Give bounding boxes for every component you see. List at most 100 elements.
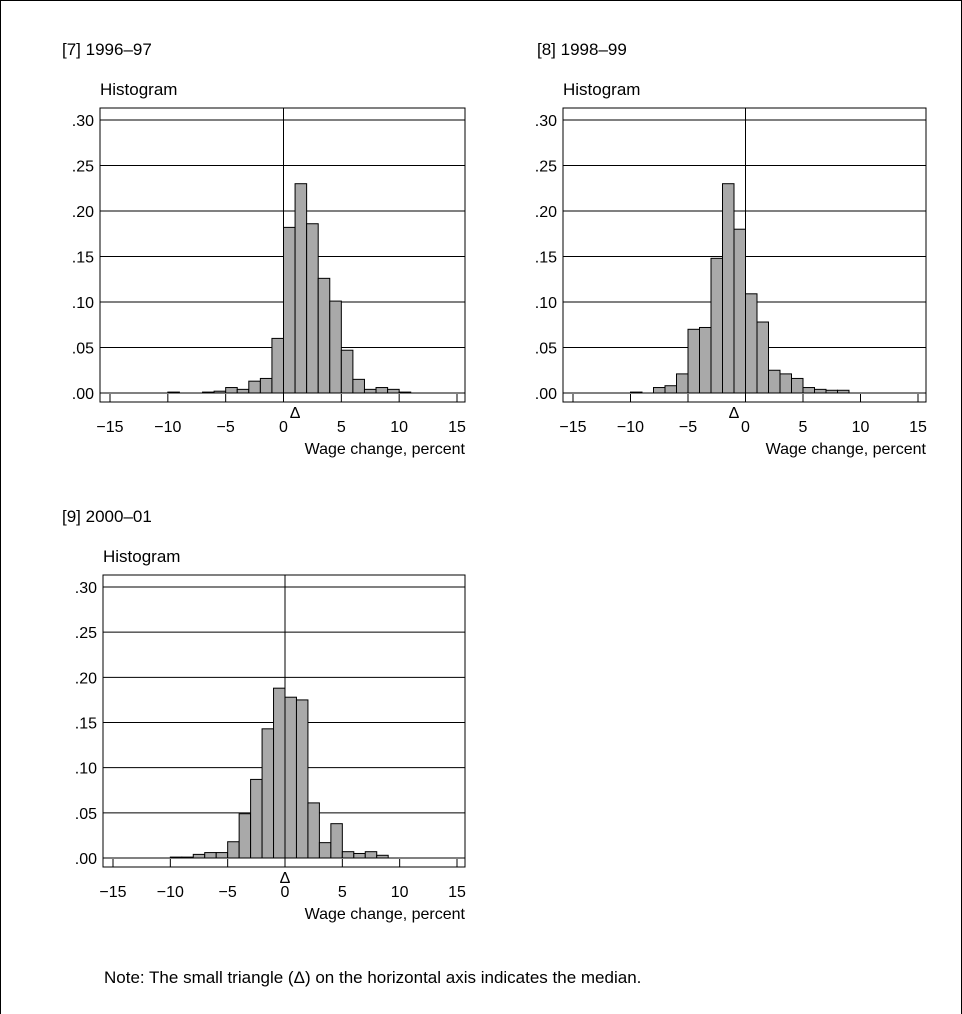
y-axis-label: Histogram [563, 80, 640, 99]
median-marker: Δ [729, 405, 740, 422]
x-tick-label: −10 [154, 419, 181, 436]
y-tick-label: .20 [75, 670, 97, 687]
y-tick-label: .20 [72, 204, 94, 221]
x-tick-label: 15 [448, 884, 466, 901]
x-axis-title: Wage change, percent [305, 906, 466, 923]
histogram-bar [250, 778, 263, 859]
x-tick-label: −15 [99, 884, 126, 901]
histogram-bar [215, 852, 229, 859]
histogram-bar [768, 369, 781, 394]
histogram-bar [204, 852, 217, 859]
y-tick-label: .30 [75, 580, 97, 597]
histogram-bar [271, 337, 284, 394]
histogram-bar [710, 257, 723, 394]
histogram-bar [329, 300, 342, 394]
y-tick-label: .20 [535, 204, 557, 221]
y-tick-label: .25 [535, 159, 557, 176]
histogram-bar [225, 387, 238, 394]
x-tick-label: −10 [617, 419, 644, 436]
x-tick-label: −15 [559, 419, 586, 436]
histogram-bar [791, 377, 804, 394]
histogram-bar [653, 387, 666, 394]
histogram-bar [341, 851, 355, 859]
histogram-bar [676, 373, 689, 394]
histogram-bar [630, 391, 643, 394]
x-tick-label: 10 [390, 419, 408, 436]
histogram-bar [307, 802, 320, 859]
median-marker: Δ [280, 870, 291, 887]
x-tick-label: 0 [281, 884, 290, 901]
y-tick-label: .10 [72, 295, 94, 312]
histogram-bar [376, 854, 389, 859]
y-tick-label: .00 [535, 386, 557, 403]
plot-frame [99, 107, 466, 403]
plot-frame [562, 107, 927, 403]
x-tick-label: −10 [157, 884, 184, 901]
panel-2: [8] 1998–99 Histogram .00 .05 .10 .15 .20 .25 .3… [535, 40, 927, 458]
x-tick-label: −5 [219, 884, 237, 901]
plot-frame [102, 574, 466, 868]
histogram-bar [837, 389, 850, 394]
y-tick-label: .30 [535, 113, 557, 130]
x-tick-label: 5 [799, 419, 808, 436]
histogram-bar [722, 183, 735, 394]
y-tick-label: .15 [72, 250, 94, 267]
histogram-bar [248, 380, 261, 394]
histogram-bar [340, 349, 354, 394]
histogram-bar [306, 223, 319, 394]
histogram-bar [261, 728, 275, 859]
histogram-bar [318, 842, 332, 859]
histogram-bar [802, 387, 815, 394]
y-tick-label: .05 [535, 341, 557, 358]
x-tick-label: 0 [741, 419, 750, 436]
histogram-bar [284, 696, 297, 859]
histogram-bar [169, 856, 183, 859]
histogram-bar [664, 385, 677, 394]
histogram-bar [756, 321, 769, 394]
panel-title: [9] 2000–01 [62, 507, 152, 526]
y-tick-label: .00 [72, 386, 94, 403]
histogram-bar [363, 388, 377, 394]
histogram-bar [202, 391, 215, 394]
histogram-bar [294, 183, 308, 394]
histogram-bar [273, 687, 286, 859]
histogram-bar [375, 387, 389, 394]
panels-group: [7] 1996–97 Histogram .00 .05 .10 .15 .20 .25 .3… [62, 40, 927, 923]
x-tick-label: 15 [909, 419, 927, 436]
x-tick-label: −15 [96, 419, 123, 436]
y-tick-label: .25 [72, 159, 94, 176]
histogram-bar [213, 390, 227, 394]
histogram-bar [814, 388, 827, 394]
histogram-bar [236, 388, 250, 394]
histogram-bar [364, 851, 378, 859]
histogram-bar [192, 853, 206, 859]
median-marker: Δ [290, 405, 301, 422]
x-tick-label: 10 [852, 419, 870, 436]
histogram-bar [295, 699, 309, 859]
y-tick-label: .10 [75, 761, 97, 778]
x-tick-label: −5 [217, 419, 235, 436]
histogram-bar [283, 226, 296, 394]
y-tick-label: .10 [535, 295, 557, 312]
x-tick-label: 5 [338, 884, 347, 901]
histogram-bar [733, 228, 746, 394]
y-tick-label: .25 [75, 625, 97, 642]
histogram-bar [699, 326, 712, 394]
y-tick-label: .15 [75, 716, 97, 733]
histogram-bar [687, 328, 700, 394]
x-tick-label: 15 [448, 419, 466, 436]
y-tick-label: .15 [535, 250, 557, 267]
histogram-bar [745, 293, 758, 394]
histogram-bar [330, 823, 343, 859]
histogram-bar [387, 388, 400, 394]
y-tick-label: .05 [72, 341, 94, 358]
histogram-bar [181, 856, 194, 859]
x-tick-label: 10 [391, 884, 409, 901]
histogram-bar [317, 277, 331, 394]
y-axis-label: Histogram [100, 80, 177, 99]
histogram-bar [352, 378, 365, 394]
histogram-bar [779, 373, 792, 394]
histogram-bar [353, 852, 366, 859]
x-tick-label: −5 [679, 419, 697, 436]
